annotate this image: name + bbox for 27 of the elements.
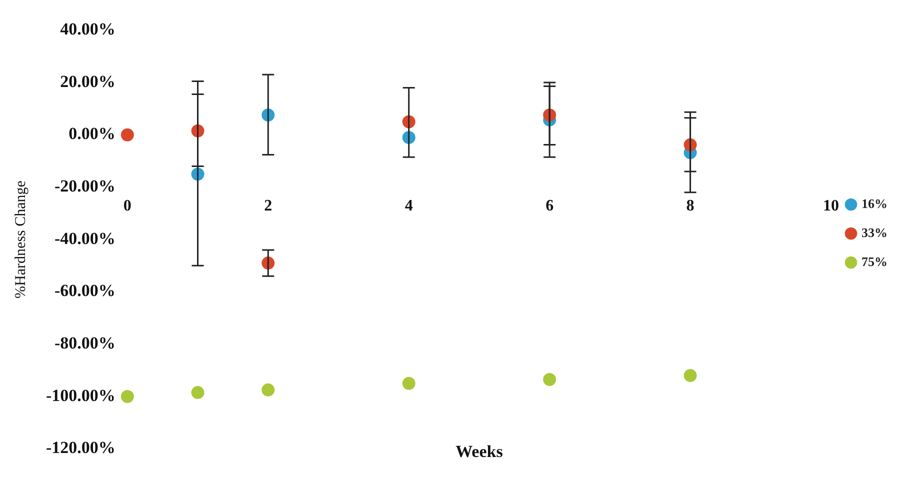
x-tick-label: 10 — [823, 198, 839, 215]
point — [684, 369, 697, 382]
y-tick-label: 0.00% — [68, 124, 116, 144]
x-tick-label: 0 — [123, 198, 132, 215]
x-axis-title: Weeks — [456, 442, 504, 462]
y-tick-label: -40.00% — [54, 228, 116, 248]
legend-label: 16% — [862, 196, 888, 211]
y-tick-label: -20.00% — [54, 176, 116, 196]
y-tick-label: 40.00% — [60, 20, 116, 39]
point — [543, 372, 556, 386]
y-tick-label: -100.00% — [46, 386, 116, 405]
point — [120, 390, 134, 403]
point — [402, 376, 416, 390]
x-tick-label: 2 — [264, 198, 272, 215]
x-tick-label: 6 — [546, 198, 554, 215]
x-tick-label: 8 — [686, 198, 694, 215]
point — [120, 128, 134, 142]
y-tick-label: 20.00% — [60, 72, 116, 91]
x-tick-label: 4 — [404, 198, 413, 215]
y-axis-title: %Hardness Change — [12, 180, 29, 298]
legend-label: 75% — [862, 254, 888, 269]
y-tick-label: -60.00% — [54, 281, 116, 300]
legend-label: 33% — [862, 224, 888, 240]
y-tick-label: -80.00% — [54, 334, 116, 353]
point — [191, 386, 204, 400]
y-tick-label: -120.00% — [46, 438, 116, 458]
point — [262, 383, 275, 396]
